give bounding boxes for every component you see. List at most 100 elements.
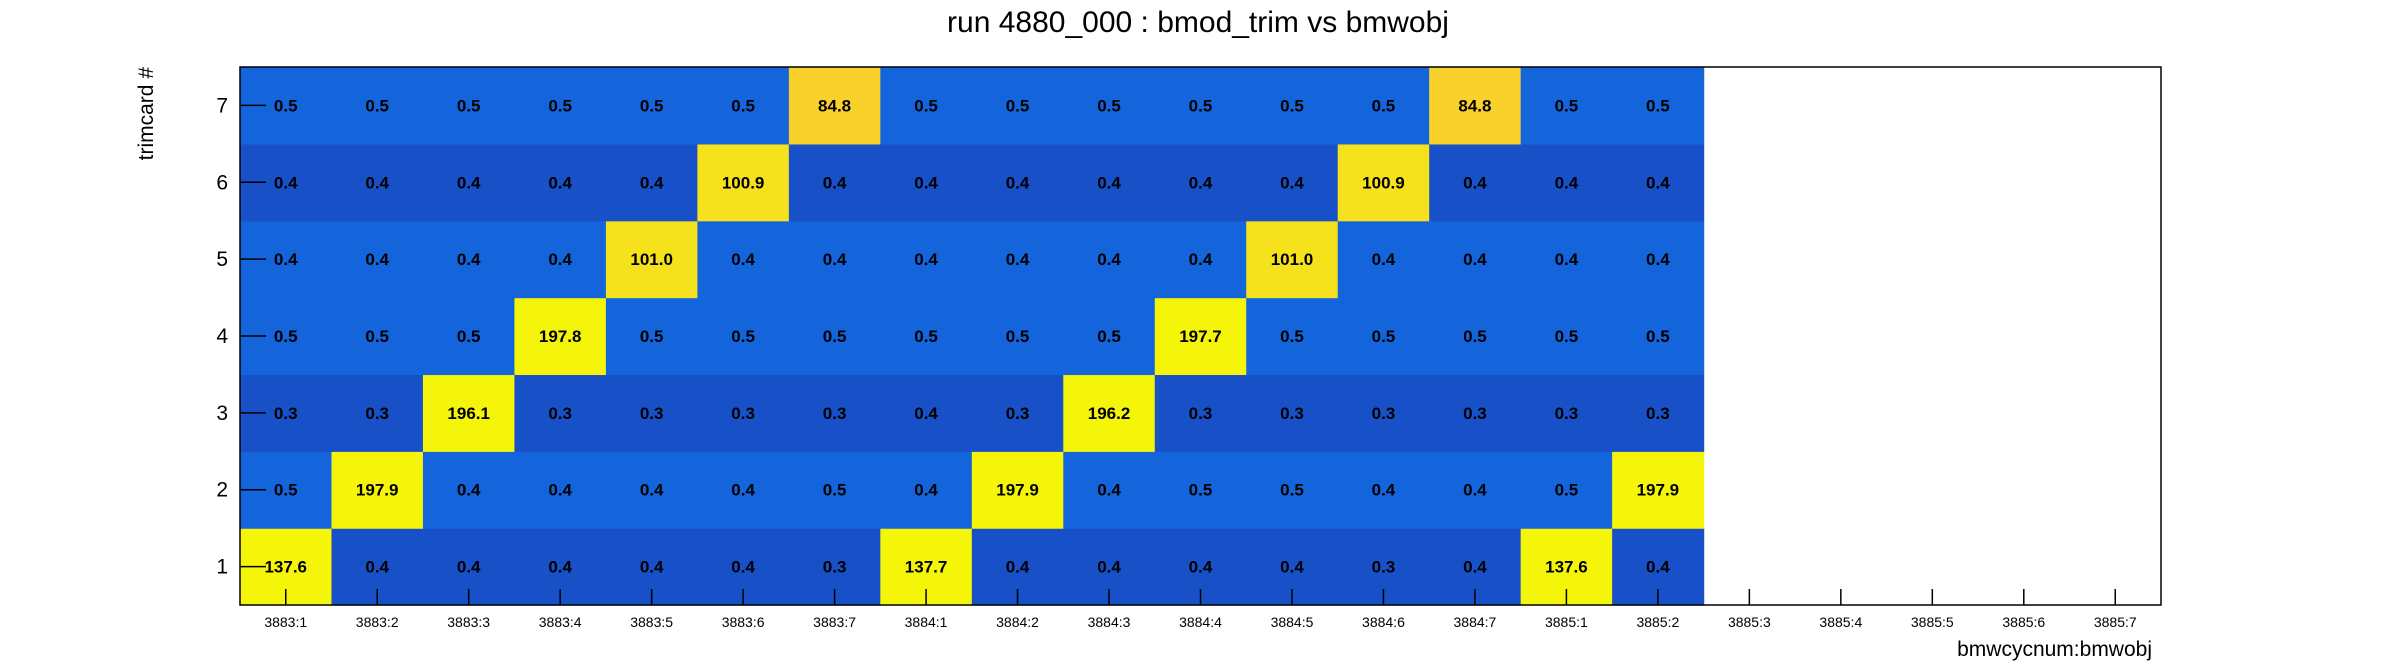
cell-value-label: 0.4	[1555, 250, 1579, 269]
cell-value-label: 101.0	[1271, 250, 1314, 269]
heatmap-cell	[1246, 297, 1339, 376]
cell-value-label: 137.6	[264, 558, 307, 577]
heatmap-cell	[1063, 451, 1156, 529]
cell-value-label: 0.3	[1372, 404, 1396, 423]
cell-value-label: 0.4	[1189, 558, 1213, 577]
heatmap-cell	[788, 374, 881, 452]
cell-value-label: 0.5	[1463, 327, 1487, 346]
y-axis-title: trimcard #	[135, 67, 158, 161]
cell-value-label: 0.4	[1280, 558, 1304, 577]
heatmap-cell	[514, 451, 607, 529]
cell-value-label: 0.5	[1097, 96, 1121, 115]
heatmap-cell	[422, 374, 516, 452]
cell-value-label: 0.5	[457, 96, 481, 115]
heatmap-cell	[1520, 451, 1613, 529]
cell-value-label: 0.5	[914, 327, 938, 346]
heatmap-cell	[697, 297, 790, 376]
cell-value-label: 0.5	[365, 96, 389, 115]
heatmap-cell	[971, 143, 1064, 222]
cell-value-label: 0.5	[274, 96, 298, 115]
heatmap-cell	[331, 143, 424, 222]
heatmap-cell	[1154, 374, 1247, 452]
cell-value-label: 0.4	[1097, 481, 1121, 500]
cell-value-label: 197.7	[1179, 327, 1222, 346]
heatmap-cell	[971, 451, 1064, 529]
x-tick-label: 3884:3	[1088, 614, 1131, 630]
y-tick-label: 7	[216, 94, 228, 117]
x-tick-label: 3883:1	[264, 614, 307, 630]
x-tick-label: 3883:5	[630, 614, 673, 630]
x-tick-label: 3884:2	[996, 614, 1039, 630]
heatmap-cell	[1246, 374, 1339, 452]
cell-value-label: 197.9	[996, 481, 1039, 500]
cell-value-label: 0.5	[1372, 96, 1396, 115]
cell-value-label: 0.4	[548, 250, 572, 269]
heatmap-cell	[1520, 374, 1613, 452]
cell-value-label: 0.4	[1372, 481, 1396, 500]
x-tick-label: 3884:5	[1271, 614, 1314, 630]
heatmap-cell	[880, 451, 973, 529]
heatmap-cell	[1246, 451, 1339, 529]
heatmap-cell	[1429, 374, 1522, 452]
cell-value-label: 0.4	[1006, 250, 1030, 269]
cell-value-label: 0.4	[1097, 173, 1121, 192]
cell-value-label: 197.9	[356, 481, 399, 500]
heatmap-cell	[880, 374, 973, 452]
cell-value-label: 0.4	[274, 173, 298, 192]
heatmap-cell	[1063, 297, 1156, 376]
cell-value-label: 0.3	[731, 404, 755, 423]
heatmap-cell	[1429, 451, 1522, 529]
cell-value-label: 0.5	[1372, 327, 1396, 346]
cell-value-label: 0.4	[1646, 558, 1670, 577]
heatmap-cell	[605, 67, 698, 145]
cell-value-label: 0.3	[1555, 404, 1579, 423]
cell-value-label: 0.4	[457, 481, 481, 500]
heatmap-cell	[1520, 67, 1613, 145]
x-tick-label: 3885:6	[2002, 614, 2045, 630]
heatmap-cell	[422, 143, 516, 222]
heatmap-cell	[514, 220, 607, 299]
cell-value-label: 0.4	[365, 173, 389, 192]
chart-title: run 4880_000 : bmod_trim vs bmwobj	[947, 6, 1449, 39]
heatmap-cell	[605, 297, 698, 376]
heatmap-cell	[1337, 451, 1430, 529]
cell-value-label: 0.3	[823, 404, 847, 423]
cell-value-label: 0.4	[548, 558, 572, 577]
heatmap-cell	[1429, 220, 1522, 299]
heatmap-cell	[788, 451, 881, 529]
heatmap-cell	[788, 297, 881, 376]
heatmap-cell	[1154, 220, 1247, 299]
cell-value-label: 196.1	[447, 404, 490, 423]
cell-value-label: 0.4	[640, 558, 664, 577]
cell-value-label: 0.4	[1463, 250, 1487, 269]
heatmap-cell	[605, 220, 698, 299]
cell-value-label: 0.3	[1463, 404, 1487, 423]
y-tick-label: 4	[216, 325, 228, 348]
x-axis-title: bmwcycnum:bmwobj	[1957, 638, 2152, 661]
cell-value-label: 0.4	[1097, 250, 1121, 269]
cell-value-label: 84.8	[1458, 96, 1491, 115]
heatmap-cell	[331, 297, 424, 376]
heatmap-cell	[514, 67, 607, 145]
cell-value-label: 0.4	[640, 481, 664, 500]
cell-value-labels: 137.6 0.4 0.4 0.4 0.4 0.4 0.3 137.7 0.4 0.4 0.4 0.4…	[264, 96, 1679, 576]
cell-value-label: 0.4	[365, 558, 389, 577]
heatmap-cell	[1154, 143, 1247, 222]
heatmap-cell	[1520, 297, 1613, 376]
heatmap-cell	[422, 451, 516, 529]
x-tick-label: 3884:4	[1179, 614, 1222, 630]
heatmap-cell	[1612, 67, 1705, 145]
cell-value-label: 0.5	[1646, 96, 1670, 115]
cell-value-label: 0.5	[1646, 327, 1670, 346]
cell-value-label: 0.4	[914, 481, 938, 500]
heatmap-cell	[1337, 67, 1430, 145]
y-tick-label: 6	[216, 171, 228, 194]
cell-value-label: 0.4	[1097, 558, 1121, 577]
cell-value-label: 0.4	[1463, 481, 1487, 500]
x-tick-label: 3883:4	[539, 614, 582, 630]
cell-value-label: 0.3	[1189, 404, 1213, 423]
y-tick-label: 2	[216, 479, 228, 502]
heatmap-cell	[1429, 67, 1522, 145]
cell-value-label: 196.2	[1088, 404, 1131, 423]
cell-value-label: 0.5	[1097, 327, 1121, 346]
